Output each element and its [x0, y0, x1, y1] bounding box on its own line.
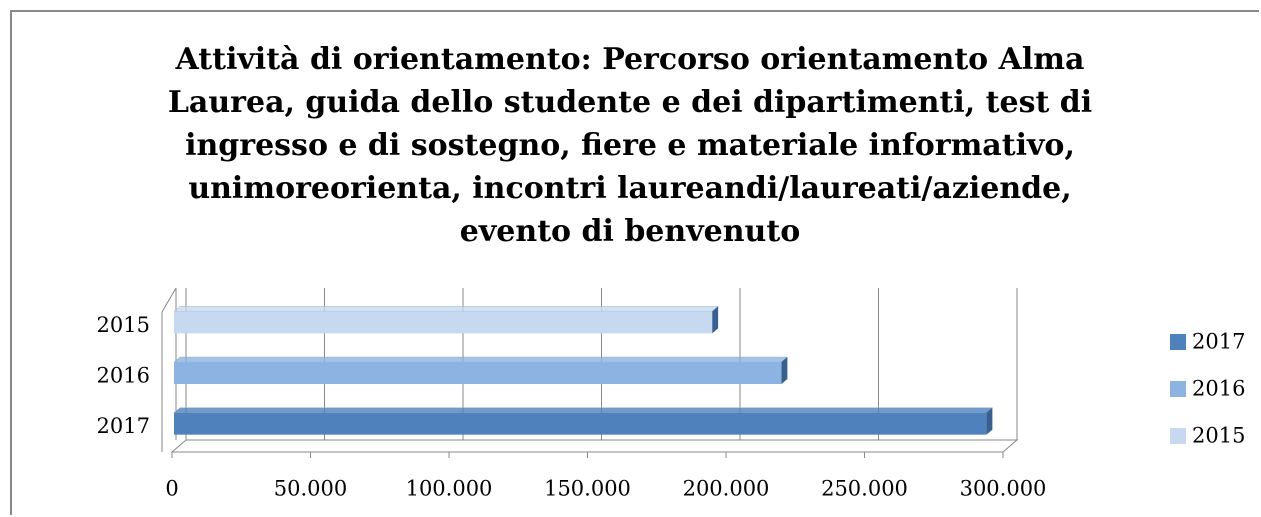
y-tick-label: 2017 [97, 414, 150, 438]
legend-swatch [1170, 428, 1186, 444]
x-tick-label: 150.000 [544, 477, 631, 501]
bar [173, 306, 719, 334]
bar-face [174, 412, 987, 435]
x-tick-label: 200.000 [683, 477, 770, 501]
bar [173, 356, 789, 384]
legend-label: 2015 [1192, 424, 1245, 448]
bar-face [174, 311, 713, 334]
y-tick-label: 2015 [97, 313, 150, 337]
bar [173, 407, 994, 435]
bar-face [712, 306, 719, 334]
bar-face [174, 362, 782, 384]
floor [170, 439, 1019, 453]
chart-frame [10, 10, 1259, 515]
y-tick-label: 2016 [97, 364, 150, 388]
bar-face [173, 407, 994, 413]
x-tick-label: 300.000 [960, 477, 1047, 501]
x-tick-label: 0 [165, 477, 178, 501]
x-tick-label: 100.000 [406, 477, 493, 501]
x-tick-label: 250.000 [821, 477, 908, 501]
legend-swatch [1170, 334, 1186, 350]
bar-face [173, 356, 789, 363]
legend-label: 2017 [1192, 330, 1245, 354]
bar-face [173, 306, 719, 312]
y-axis [161, 287, 177, 313]
bar-face [986, 407, 993, 435]
bar-face [781, 357, 788, 384]
x-tick-label: 50.000 [274, 477, 347, 501]
legend-label: 2016 [1192, 377, 1245, 401]
chart-title: Attività di orientamento: Percorso orien… [167, 42, 1093, 249]
legend-swatch [1170, 381, 1186, 397]
